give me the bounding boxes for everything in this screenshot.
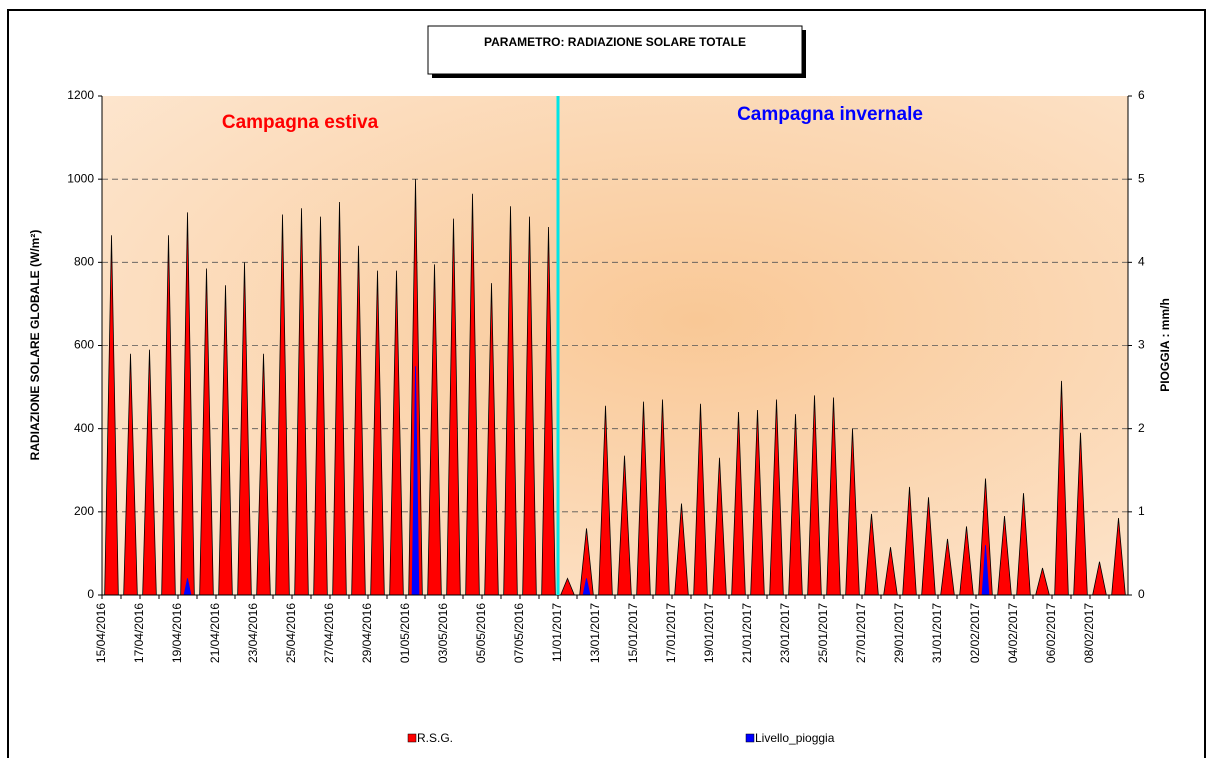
x-tick-label: 31/01/2017 xyxy=(930,603,944,663)
x-tick-label: 25/04/2016 xyxy=(284,603,298,663)
x-tick-label: 08/02/2017 xyxy=(1082,603,1096,663)
y2-tick-label: 1 xyxy=(1138,504,1145,518)
y2-tick-label: 3 xyxy=(1138,338,1145,352)
annotation: Campagna invernale xyxy=(737,104,923,125)
x-tick-label: 15/04/2016 xyxy=(94,603,108,663)
x-tick-label: 17/01/2017 xyxy=(664,603,678,663)
x-tick-label: 19/01/2017 xyxy=(702,603,716,663)
y-tick-label: 1200 xyxy=(67,88,94,102)
legend-swatch xyxy=(745,733,755,743)
chart-title: PARAMETRO: RADIAZIONE SOLARE TOTALE xyxy=(484,35,746,49)
y2-axis-label: PIOGGIA : mm/h xyxy=(1158,298,1172,392)
legend-label: R.S.G. xyxy=(417,731,453,745)
legend-swatch xyxy=(407,733,417,743)
y2-tick-label: 6 xyxy=(1138,88,1145,102)
y2-tick-label: 5 xyxy=(1138,171,1145,185)
x-tick-label: 21/04/2016 xyxy=(208,603,222,663)
y2-tick-label: 4 xyxy=(1138,255,1145,269)
y-tick-label: 200 xyxy=(74,504,94,518)
x-tick-label: 25/01/2017 xyxy=(816,603,830,663)
x-tick-label: 04/02/2017 xyxy=(1006,603,1020,663)
x-tick-label: 19/04/2016 xyxy=(170,603,184,663)
x-tick-label: 05/05/2016 xyxy=(474,603,488,663)
x-tick-label: 23/04/2016 xyxy=(246,603,260,663)
y-tick-label: 600 xyxy=(74,338,94,352)
y-tick-label: 1000 xyxy=(67,171,94,185)
x-tick-label: 03/05/2016 xyxy=(436,603,450,663)
annotation: Campagna estiva xyxy=(222,112,379,133)
x-tick-label: 27/01/2017 xyxy=(854,603,868,663)
y2-tick-label: 2 xyxy=(1138,421,1145,435)
x-tick-label: 23/01/2017 xyxy=(778,603,792,663)
x-tick-label: 21/01/2017 xyxy=(740,603,754,663)
x-tick-label: 17/04/2016 xyxy=(132,603,146,663)
y-tick-label: 400 xyxy=(74,421,94,435)
x-tick-label: 02/02/2017 xyxy=(968,603,982,663)
x-tick-label: 06/02/2017 xyxy=(1044,603,1058,663)
y-axis-label: RADIAZIONE SOLARE GLOBALE (W/m²) xyxy=(28,230,42,461)
x-tick-label: 29/01/2017 xyxy=(892,603,906,663)
y-tick-label: 0 xyxy=(87,587,94,601)
x-tick-label: 27/04/2016 xyxy=(322,603,336,663)
x-tick-label: 15/01/2017 xyxy=(626,603,640,663)
x-tick-label: 29/04/2016 xyxy=(360,603,374,663)
y-tick-label: 800 xyxy=(74,255,94,269)
legend-label: Livello_pioggia xyxy=(755,731,835,745)
x-tick-label: 11/01/2017 xyxy=(550,603,564,662)
x-tick-label: 07/05/2016 xyxy=(512,603,526,663)
x-tick-label: 13/01/2017 xyxy=(588,603,602,663)
y2-tick-label: 0 xyxy=(1138,587,1145,601)
title-box xyxy=(427,25,803,75)
x-tick-label: 01/05/2016 xyxy=(398,603,412,663)
